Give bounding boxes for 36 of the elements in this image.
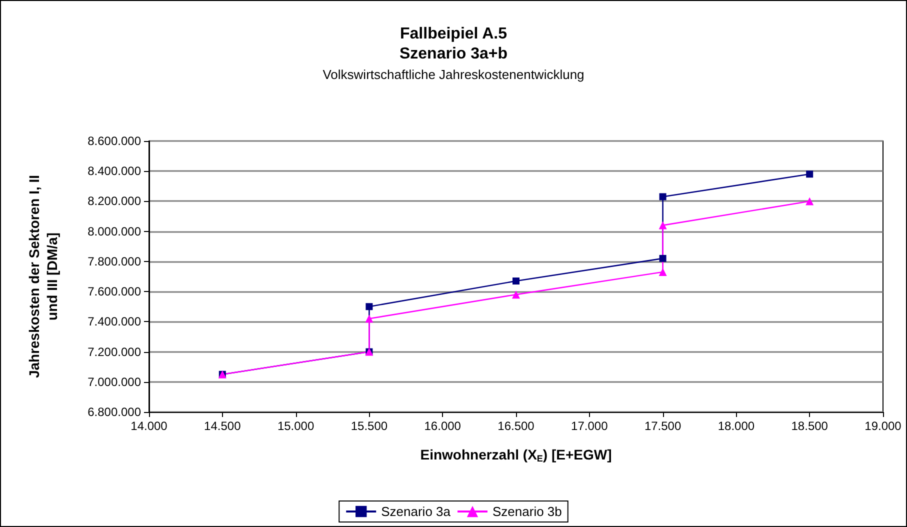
y-tick-label: 7.600.000 bbox=[88, 284, 142, 299]
y-tick-label: 7.200.000 bbox=[88, 344, 142, 359]
y-tick-label: 8.000.000 bbox=[88, 224, 142, 238]
x-tick-label: 15.000 bbox=[277, 419, 314, 433]
y-tick-label: 8.200.000 bbox=[88, 194, 142, 208]
point bbox=[659, 193, 666, 200]
chart-title: Fallbeipiel A.5 Szenario 3a+b bbox=[399, 26, 508, 62]
legend-label: Szenario 3a bbox=[381, 504, 452, 519]
x-tick-label: 18.500 bbox=[791, 419, 828, 433]
y-tick-label: 7.000.000 bbox=[88, 374, 142, 389]
point bbox=[365, 314, 374, 323]
x-tick-label: 17.000 bbox=[571, 419, 608, 433]
x-tick-label: 14.500 bbox=[204, 419, 242, 433]
chart-subtitle: Volkswirtschaftliche Jahreskostenentwicklung bbox=[322, 67, 584, 82]
x-tick-label: 16.500 bbox=[498, 419, 535, 433]
point bbox=[512, 278, 520, 285]
x-tick-label: 17.500 bbox=[644, 419, 682, 433]
point bbox=[806, 197, 814, 206]
x-tick-label: 18.000 bbox=[718, 419, 755, 433]
x-tick-label: 15.500 bbox=[350, 419, 388, 433]
y-tick-label: 8.400.000 bbox=[88, 164, 142, 178]
y-tick-label: 8.600.000 bbox=[88, 134, 142, 148]
y-tick-label: 7.400.000 bbox=[88, 314, 142, 329]
legend-label: Szenario 3b bbox=[492, 504, 562, 519]
y-tick-label: 7.800.000 bbox=[88, 254, 142, 268]
point bbox=[512, 290, 520, 299]
point bbox=[366, 303, 373, 310]
point bbox=[659, 254, 666, 262]
x-tick-label: 14.000 bbox=[130, 419, 168, 433]
x-tick-label: 16.000 bbox=[424, 419, 462, 433]
point bbox=[806, 170, 814, 178]
y-axis-title: Jahreskosten der Sektoren I, II und III [DM/a] bbox=[26, 174, 60, 378]
y-tick-label: 6.800.000 bbox=[88, 405, 142, 419]
point bbox=[658, 268, 667, 276]
x-tick-label: 19.000 bbox=[864, 419, 902, 433]
point bbox=[658, 221, 667, 230]
